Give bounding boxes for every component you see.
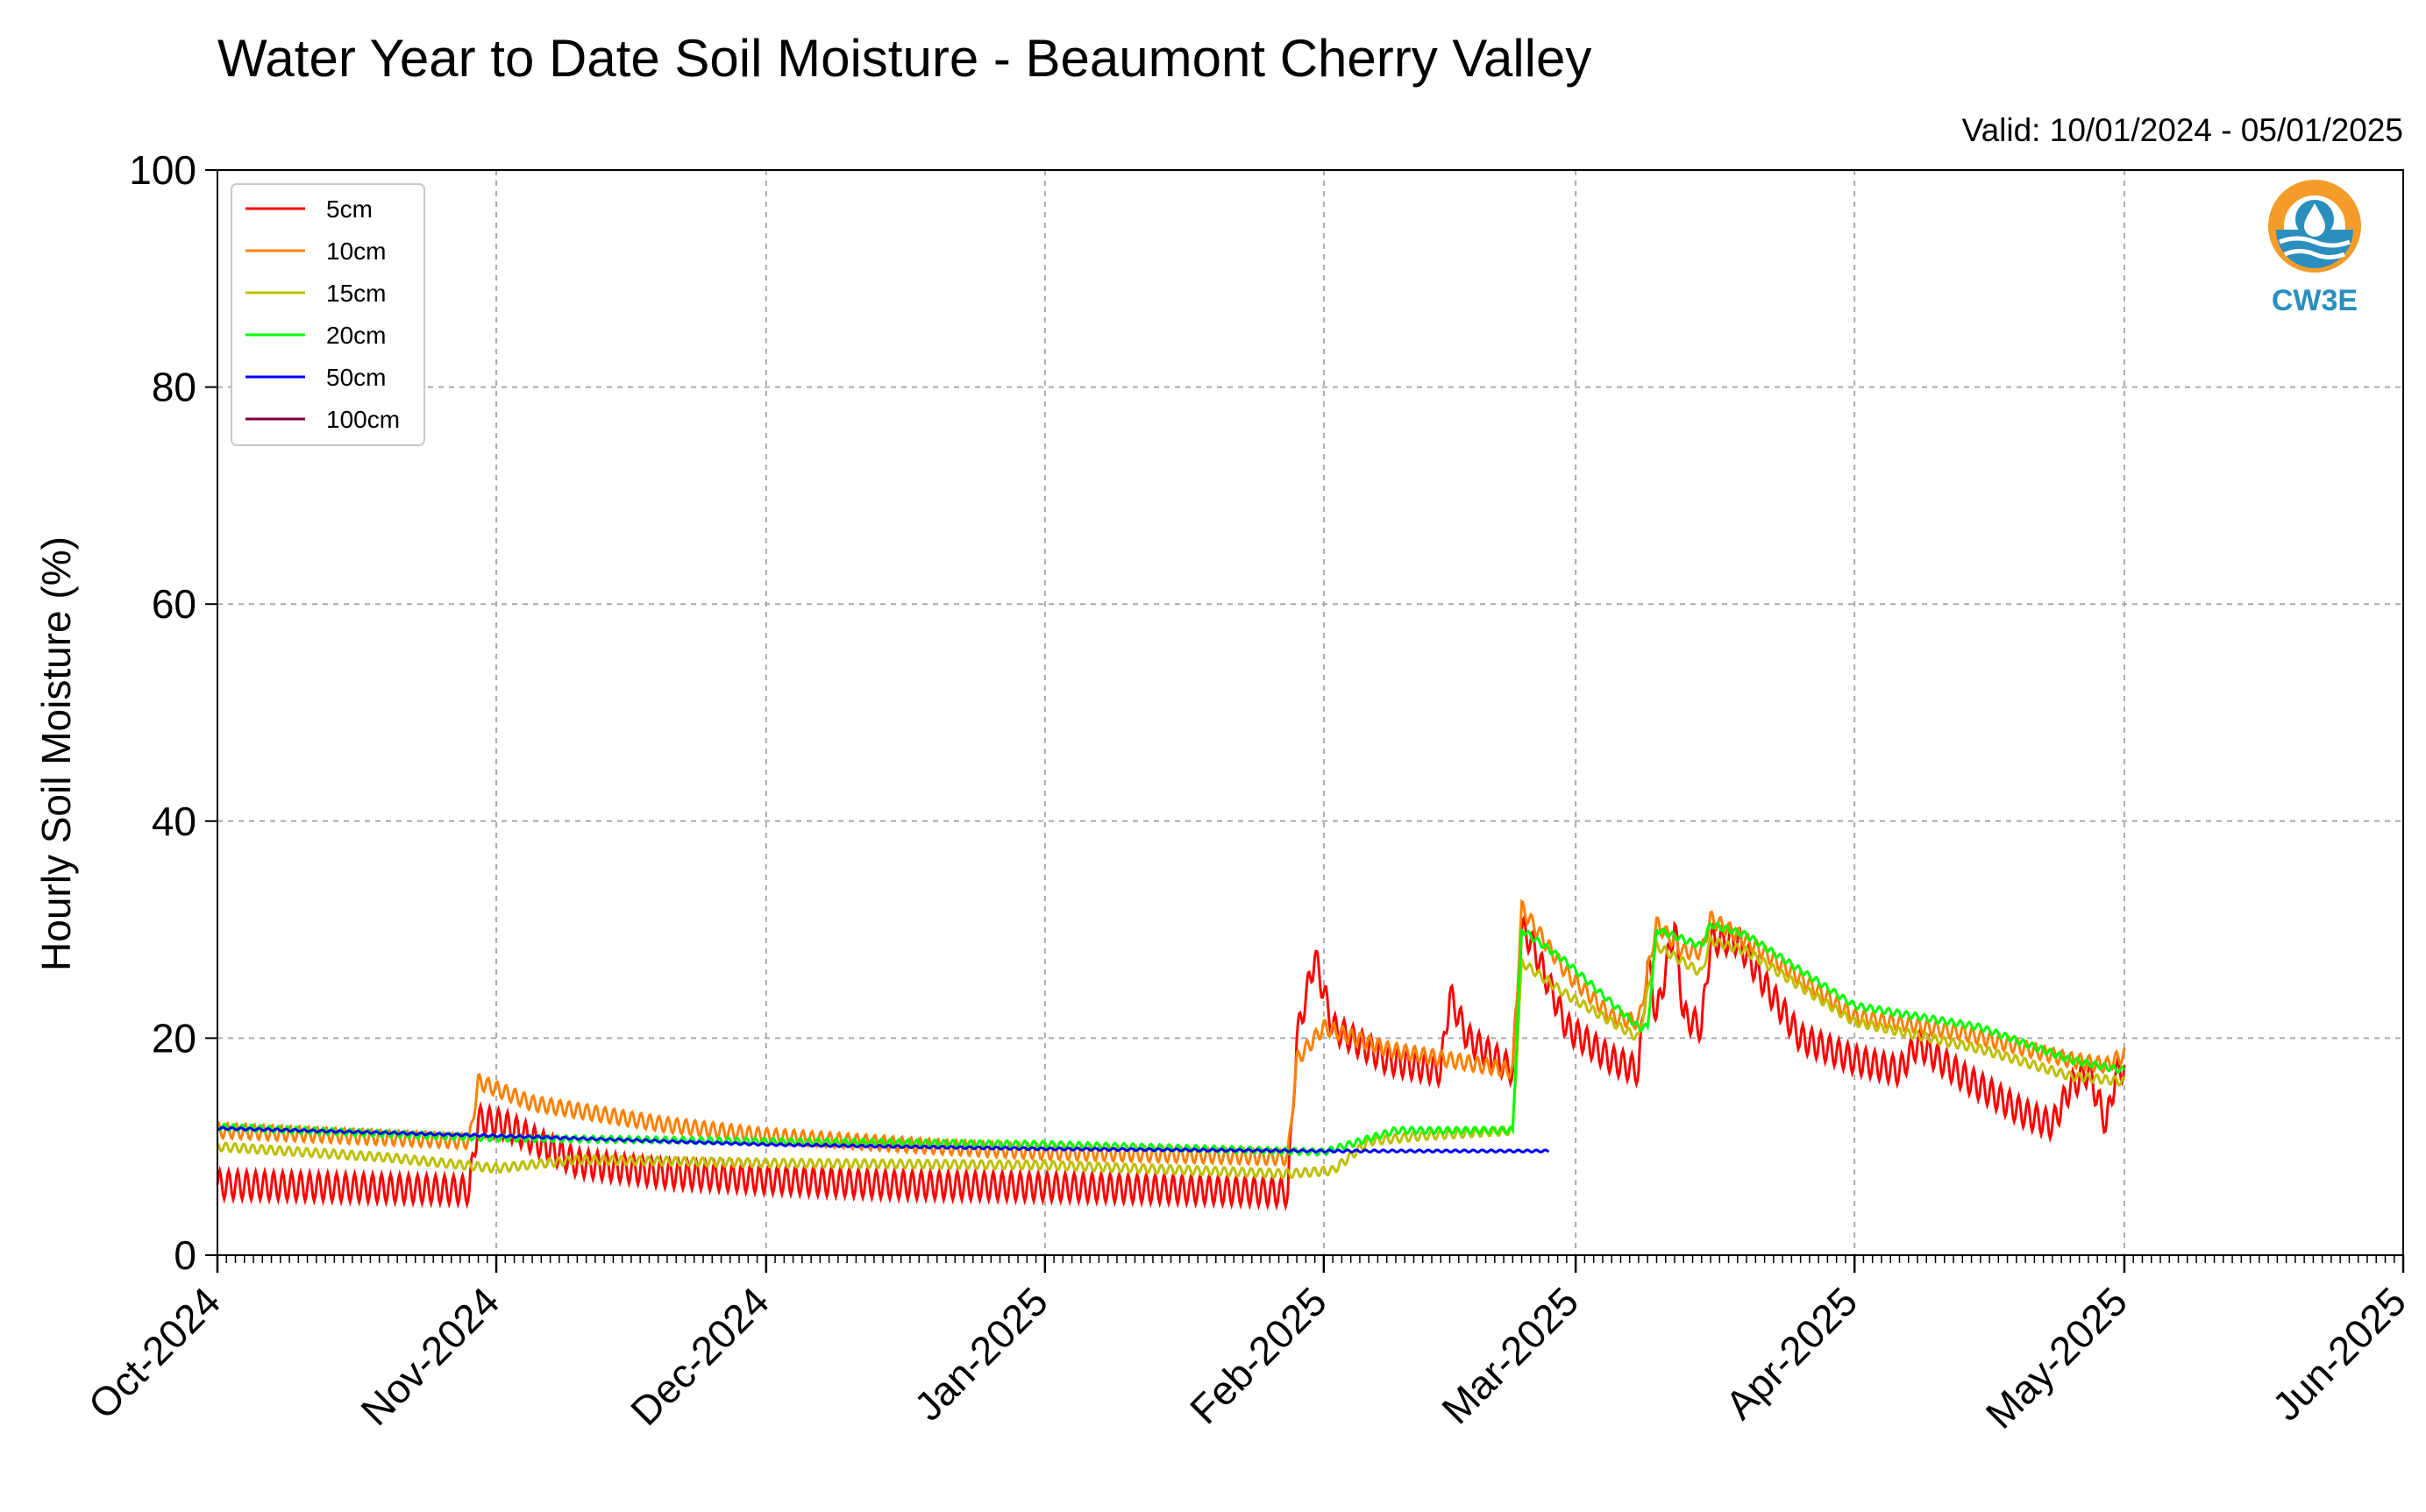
y-tick-label: 60 <box>152 581 196 627</box>
legend-label: 50cm <box>326 364 386 391</box>
y-axis-ticks: 0 20 40 60 80 100 <box>129 147 217 1278</box>
series-lines <box>216 899 2126 1211</box>
logo-drop-icon <box>2304 203 2325 237</box>
x-axis-minor-ticks <box>217 1255 2404 1263</box>
x-axis-ticks: Oct-2024 Nov-2024 Dec-2024 Jan-2025 Feb-2025… <box>80 1255 2415 1437</box>
y-tick-label: 100 <box>129 147 196 193</box>
series-line-15cm <box>216 932 2125 1180</box>
y-tick-label: 20 <box>152 1015 196 1061</box>
y-axis-label: Hourly Soil Moisture (%) <box>33 536 79 971</box>
logo-wave-icon <box>2279 236 2351 248</box>
series-line-5cm <box>216 913 2126 1211</box>
x-tick-label: Jan-2025 <box>906 1278 1056 1429</box>
logo-wave2-icon <box>2284 249 2345 259</box>
x-tick-label: Oct-2024 <box>80 1278 230 1428</box>
plot-frame <box>217 169 2404 1256</box>
x-tick-label: Nov-2024 <box>352 1278 508 1434</box>
legend-label: 15cm <box>326 280 386 307</box>
chart-subtitle: Valid: 10/01/2024 - 05/01/2025 <box>1962 112 2403 148</box>
logo-text: CW3E <box>2272 284 2358 317</box>
legend-label: 20cm <box>326 322 386 349</box>
grid-lines <box>217 170 2403 1255</box>
cw3e-logo: CW3E <box>2268 180 2361 317</box>
series-line-50cm <box>217 1125 1550 1154</box>
y-tick-label: 40 <box>152 799 196 844</box>
axes <box>217 169 2404 1256</box>
x-tick-label: Dec-2024 <box>622 1278 778 1434</box>
legend-label: 10cm <box>326 238 386 265</box>
y-tick-label: 0 <box>174 1232 196 1278</box>
x-tick-label: Jun-2025 <box>2264 1278 2415 1429</box>
x-tick-label: Mar-2025 <box>1433 1278 1587 1432</box>
legend-label: 5cm <box>326 195 373 223</box>
legend: 5cm 10cm 15cm 20cm 50cm 100cm <box>231 183 425 446</box>
series-line-10cm <box>217 899 2126 1168</box>
x-tick-label: Feb-2025 <box>1181 1278 1335 1432</box>
legend-label: 100cm <box>326 406 400 433</box>
y-tick-label: 80 <box>152 365 196 410</box>
x-tick-label: May-2025 <box>1977 1278 2136 1437</box>
chart-title: Water Year to Date Soil Moisture - Beaum… <box>217 29 1591 88</box>
series-line-20cm <box>216 921 2126 1157</box>
x-tick-label: Apr-2025 <box>1717 1278 1867 1428</box>
